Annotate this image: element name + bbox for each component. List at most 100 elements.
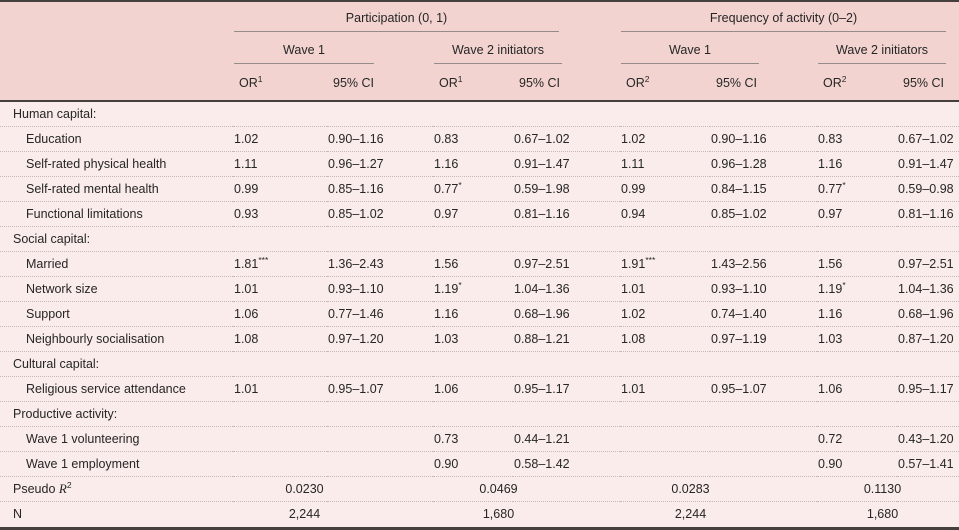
header-spacer (0, 65, 233, 102)
group-header-label: Wave 2 initiators (818, 43, 947, 64)
cell-value: 0.81–1.16 (897, 201, 959, 227)
cell-value: 0.97–1.19 (710, 326, 817, 352)
cell-value: 0.59–0.98 (897, 176, 959, 202)
cell-value: 1.03 (433, 326, 513, 352)
cell-value: 0.83 (433, 126, 513, 152)
cell-value: 0.77* (433, 176, 513, 202)
cell-value (327, 426, 433, 452)
table-body: Human capital: Education 1.02 0.90–1.16 0.83… (0, 101, 959, 526)
cell-value: 1.56 (433, 251, 513, 277)
cell-value (233, 426, 327, 452)
cell-value: 0.43–1.20 (897, 426, 959, 452)
cell-value: 1.43–2.56 (710, 251, 817, 277)
section-label: Cultural capital: (0, 351, 959, 377)
cell-value: 0.44–1.21 (513, 426, 620, 452)
header-spacer (0, 33, 233, 65)
cell-value: 1.11 (233, 151, 327, 177)
span-header-label: Frequency of activity (0–2) (621, 11, 947, 32)
table-row: N 2,244 1,680 2,244 1,680 (0, 501, 959, 526)
table-row: Wave 1 volunteering 0.73 0.44–1.21 0.72 0.43… (0, 426, 959, 452)
cell-value: 1.91*** (620, 251, 710, 277)
stat-value: 0.0230 (233, 476, 433, 502)
cell-value: 0.93–1.10 (327, 276, 433, 302)
table-row: Self-rated mental health 0.99 0.85–1.16 0.7… (0, 176, 959, 202)
cell-value: 0.85–1.02 (327, 201, 433, 227)
cell-value: 1.56 (817, 251, 897, 277)
row-label: Wave 1 employment (0, 451, 233, 477)
cell-value: 1.06 (817, 376, 897, 402)
table-row: Wave 1 employment 0.90 0.58–1.42 0.90 0.57–1… (0, 451, 959, 477)
header-spacer (0, 2, 233, 33)
col-header-or: OR2 (817, 65, 897, 102)
cell-value: 1.02 (620, 301, 710, 327)
cell-value: 0.90–1.16 (710, 126, 817, 152)
group-header-label: Wave 2 initiators (434, 43, 562, 64)
cell-value: 1.06 (433, 376, 513, 402)
cell-value: 0.90–1.16 (327, 126, 433, 152)
cell-value: 0.67–1.02 (513, 126, 620, 152)
cell-value: 0.67–1.02 (897, 126, 959, 152)
span-header-label: Participation (0, 1) (234, 11, 559, 32)
group-header-wave1-participation: Wave 1 (233, 33, 433, 65)
cell-value: 0.97–1.20 (327, 326, 433, 352)
cell-value: 0.72 (817, 426, 897, 452)
col-header-ci: 95% CI (710, 65, 817, 102)
row-label: Neighbourly socialisation (0, 326, 233, 352)
cell-value: 0.97 (433, 201, 513, 227)
cell-value: 0.85–1.02 (710, 201, 817, 227)
cell-value: 1.08 (233, 326, 327, 352)
cell-value: 1.08 (620, 326, 710, 352)
cell-value: 0.57–1.41 (897, 451, 959, 477)
cell-value: 0.90 (817, 451, 897, 477)
stat-value: 2,244 (674, 506, 707, 521)
group-header-label: Wave 1 (621, 43, 759, 64)
span-header-frequency: Frequency of activity (0–2) (620, 2, 959, 33)
stat-value: 0.0469 (433, 476, 620, 502)
cell-value: 1.81*** (233, 251, 327, 277)
stat-value: 2,244 (288, 506, 321, 521)
cell-value: 1.01 (620, 276, 710, 302)
stat-value: 0.0283 (620, 476, 817, 502)
cell-value: 0.99 (620, 176, 710, 202)
col-header-or: OR2 (620, 65, 710, 102)
cell-value: 0.93 (233, 201, 327, 227)
cell-value: 0.83 (817, 126, 897, 152)
stat-label: Pseudo R2 (0, 476, 233, 502)
cell-value: 0.93–1.10 (710, 276, 817, 302)
cell-value: 1.16 (433, 151, 513, 177)
row-label: Self-rated mental health (0, 176, 233, 202)
cell-value: 1.04–1.36 (897, 276, 959, 302)
cell-value (710, 426, 817, 452)
cell-value: 0.97 (817, 201, 897, 227)
section-label: Productive activity: (0, 401, 959, 427)
cell-value: 0.95–1.17 (513, 376, 620, 402)
group-header-label: Wave 1 (234, 43, 374, 64)
group-header-wave2-participation: Wave 2 initiators (433, 33, 620, 65)
group-header-wave2-frequency: Wave 2 initiators (817, 33, 959, 65)
cell-value: 0.68–1.96 (897, 301, 959, 327)
cell-value: 1.02 (233, 126, 327, 152)
cell-value: 0.90 (433, 451, 513, 477)
section-row: Human capital: (0, 101, 959, 127)
row-label: Married (0, 251, 233, 277)
cell-value: 0.68–1.96 (513, 301, 620, 327)
row-label: Self-rated physical health (0, 151, 233, 177)
cell-value: 1.01 (620, 376, 710, 402)
cell-value: 1.16 (817, 151, 897, 177)
cell-value: 1.16 (433, 301, 513, 327)
stat-value: 1,680 (866, 506, 899, 521)
table-row: Network size 1.01 0.93–1.10 1.19* 1.04–1.36 1… (0, 276, 959, 302)
cell-value: 0.77* (817, 176, 897, 202)
col-header-or: OR1 (233, 65, 327, 102)
row-label: Wave 1 volunteering (0, 426, 233, 452)
table-row: Pseudo R2 0.0230 0.0469 0.0283 0.1130 (0, 476, 959, 502)
cell-value: 0.95–1.17 (897, 376, 959, 402)
cell-value: 0.73 (433, 426, 513, 452)
column-header-row: OR1 95% CI OR1 95% CI OR2 95% CI OR2 95%… (0, 65, 959, 102)
cell-value: 0.85–1.16 (327, 176, 433, 202)
cell-value: 1.01 (233, 376, 327, 402)
cell-value: 1.04–1.36 (513, 276, 620, 302)
table-header: Participation (0, 1) Frequency of activi… (0, 2, 959, 102)
